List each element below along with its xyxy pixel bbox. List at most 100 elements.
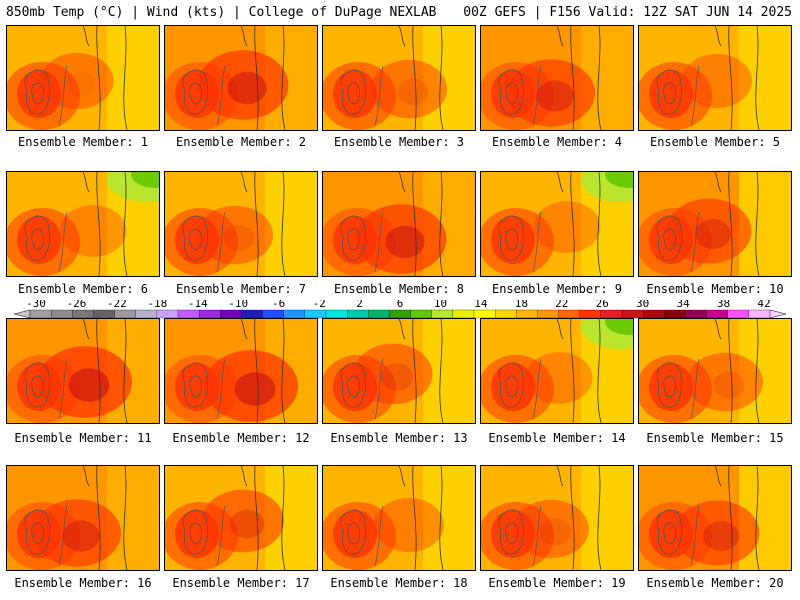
member-label: Ensemble Member: 14 bbox=[488, 431, 626, 445]
member-label: Ensemble Member: 6 bbox=[17, 282, 149, 296]
ensemble-member-map bbox=[638, 171, 792, 277]
colorbar-tick-label: -14 bbox=[188, 300, 208, 310]
member-label: Ensemble Member: 7 bbox=[175, 282, 307, 296]
temperature-map bbox=[7, 466, 159, 570]
temperature-map bbox=[323, 319, 475, 423]
colorbar-swatch bbox=[748, 309, 771, 319]
colorbar-swatch bbox=[600, 309, 623, 319]
colorbar-tick-label: -30 bbox=[26, 300, 46, 310]
colorbar-swatch bbox=[368, 309, 390, 319]
colorbar-swatch bbox=[114, 309, 137, 319]
ensemble-member-map bbox=[164, 25, 318, 131]
colorbar-swatch bbox=[262, 309, 285, 319]
colorbar-tick-label: -22 bbox=[107, 300, 127, 310]
ensemble-member-map bbox=[164, 318, 318, 424]
temperature-map bbox=[165, 319, 317, 423]
temperature-map bbox=[323, 26, 475, 130]
colorbar-right-arrow bbox=[769, 309, 787, 319]
colorbar-swatch bbox=[177, 309, 200, 319]
colorbar-swatch bbox=[241, 309, 264, 319]
ensemble-member-map bbox=[638, 465, 792, 571]
colorbar-swatch bbox=[558, 309, 581, 319]
ensemble-member-map bbox=[322, 171, 476, 277]
colorbar-tick-label: -26 bbox=[67, 300, 87, 310]
colorbar-tick-label: 42 bbox=[757, 300, 770, 310]
colorbar-swatch bbox=[727, 309, 750, 319]
temperature-map bbox=[165, 26, 317, 130]
temperature-map bbox=[165, 172, 317, 276]
colorbar-swatch bbox=[452, 309, 475, 319]
colorbar-left-arrow bbox=[13, 309, 31, 319]
colorbar-tick-label: 38 bbox=[717, 300, 730, 310]
colorbar-tick-label: -10 bbox=[228, 300, 248, 310]
colorbar-swatch bbox=[346, 309, 369, 319]
member-label: Ensemble Member: 5 bbox=[649, 135, 781, 149]
member-label: Ensemble Member: 2 bbox=[175, 135, 307, 149]
colorbar-swatch bbox=[664, 309, 686, 319]
colorbar-swatch bbox=[29, 309, 52, 319]
member-label: Ensemble Member: 18 bbox=[330, 576, 468, 590]
colorbar-swatch bbox=[156, 309, 179, 319]
colorbar-tick-label: 14 bbox=[474, 300, 488, 310]
temperature-map bbox=[639, 466, 791, 570]
ensemble-member-map bbox=[6, 25, 160, 131]
colorbar-swatch bbox=[516, 309, 538, 319]
colorbar-swatch bbox=[389, 309, 412, 319]
member-label: Ensemble Member: 16 bbox=[14, 576, 152, 590]
colorbar-swatch bbox=[642, 309, 665, 319]
member-label: Ensemble Member: 13 bbox=[330, 431, 468, 445]
colorbar-tick-label: 22 bbox=[555, 300, 568, 310]
colorbar-swatch bbox=[473, 309, 496, 319]
colorbar-swatch bbox=[283, 309, 306, 319]
temperature-map bbox=[481, 26, 633, 130]
colorbar-swatch bbox=[494, 309, 517, 319]
ensemble-member-map bbox=[6, 171, 160, 277]
member-label: Ensemble Member: 10 bbox=[646, 282, 784, 296]
colorbar-swatch bbox=[135, 309, 158, 319]
temperature-map bbox=[165, 466, 317, 570]
colorbar-swatch bbox=[304, 309, 327, 319]
temperature-map bbox=[639, 319, 791, 423]
colorbar-swatch bbox=[50, 309, 73, 319]
temperature-map bbox=[7, 319, 159, 423]
colorbar-swatch bbox=[325, 309, 348, 319]
ensemble-member-map bbox=[322, 465, 476, 571]
colorbar-swatch bbox=[706, 309, 729, 319]
temperature-colorbar: -30 -26 -22 -18 -14 -10 -6 -2 2 6 10 14 18 22 26 30 34 38… bbox=[13, 300, 787, 319]
colorbar-tick-label: 10 bbox=[434, 300, 447, 310]
temperature-map bbox=[481, 172, 633, 276]
colorbar-tick-label: 34 bbox=[676, 300, 690, 310]
colorbar-tick-label: 6 bbox=[397, 300, 404, 310]
temperature-map bbox=[639, 26, 791, 130]
colorbar-tick-label: -6 bbox=[272, 300, 285, 310]
ensemble-member-map bbox=[6, 318, 160, 424]
member-label: Ensemble Member: 4 bbox=[491, 135, 623, 149]
temperature-map bbox=[639, 172, 791, 276]
model-run-info: 00Z GEFS | F156 Valid: 12Z SAT JUN 14 20… bbox=[463, 5, 792, 20]
temperature-map bbox=[7, 26, 159, 130]
member-label: Ensemble Member: 19 bbox=[488, 576, 626, 590]
colorbar-swatch bbox=[685, 309, 708, 319]
member-label: Ensemble Member: 9 bbox=[491, 282, 623, 296]
temperature-map bbox=[323, 466, 475, 570]
ensemble-member-map bbox=[638, 25, 792, 131]
member-label: Ensemble Member: 20 bbox=[646, 576, 784, 590]
member-label: Ensemble Member: 3 bbox=[333, 135, 465, 149]
colorbar-swatch bbox=[93, 309, 116, 319]
member-label: Ensemble Member: 12 bbox=[172, 431, 310, 445]
member-label: Ensemble Member: 8 bbox=[333, 282, 465, 296]
ensemble-member-map bbox=[480, 25, 634, 131]
colorbar-swatch bbox=[220, 309, 242, 319]
ensemble-member-map bbox=[638, 318, 792, 424]
colorbar-tick-label: 30 bbox=[636, 300, 649, 310]
colorbar-swatch bbox=[537, 309, 560, 319]
temperature-map bbox=[481, 466, 633, 570]
temperature-map bbox=[481, 319, 633, 423]
ensemble-member-map bbox=[322, 25, 476, 131]
ensemble-member-map bbox=[164, 171, 318, 277]
ensemble-member-map bbox=[6, 465, 160, 571]
colorbar-tick-label: 2 bbox=[356, 300, 363, 310]
colorbar-tick-label: -2 bbox=[312, 300, 325, 310]
colorbar-tick-label: 18 bbox=[515, 300, 528, 310]
colorbar-tick-label: -18 bbox=[147, 300, 167, 310]
